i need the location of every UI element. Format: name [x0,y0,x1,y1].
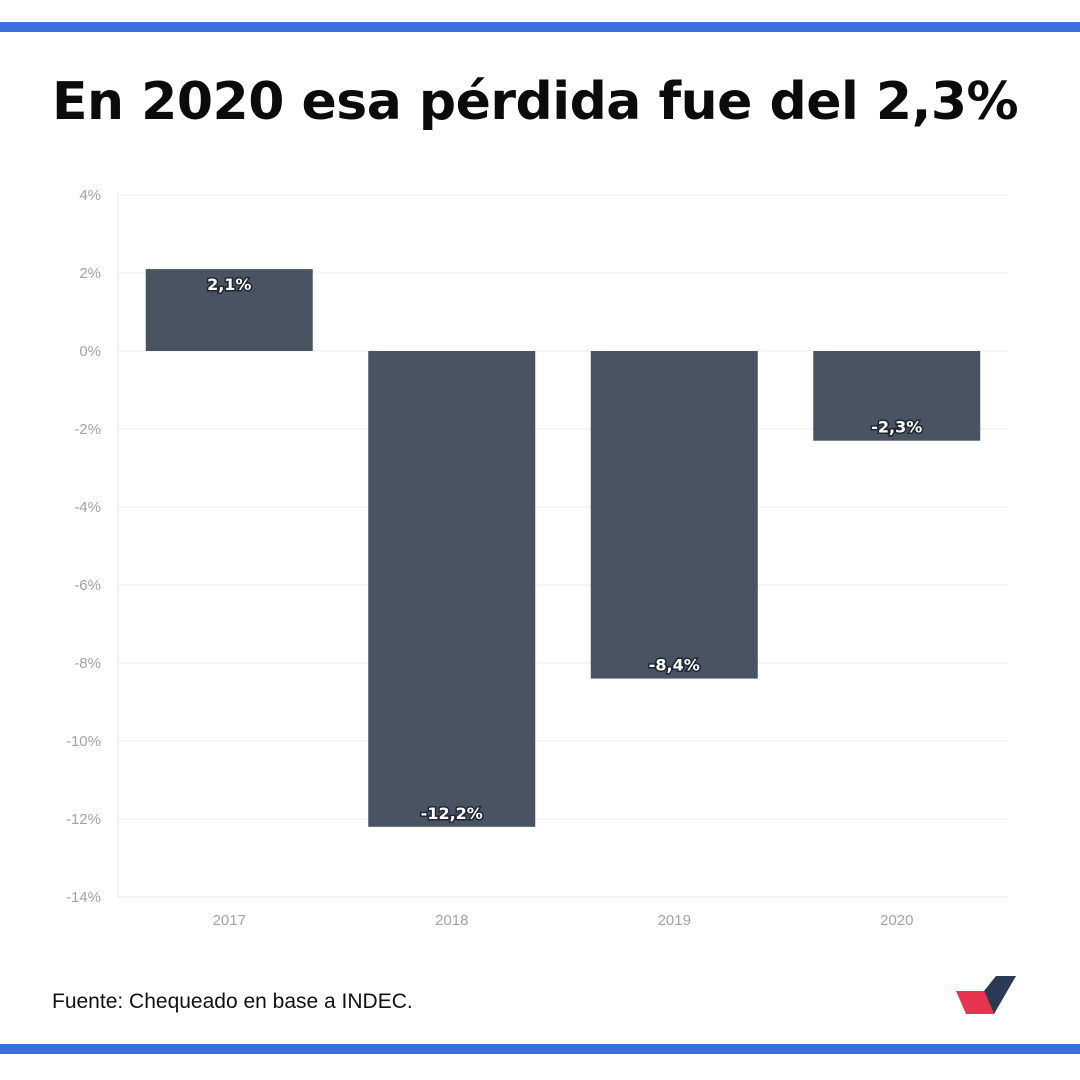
x-tick-label: 2019 [658,912,691,929]
bar-2020 [813,351,981,441]
page-title: En 2020 esa pérdida fue del 2,3% [52,72,1019,132]
x-tick-label: 2020 [880,912,913,929]
y-tick-label: -6% [74,577,101,594]
y-tick-label: -12% [66,811,101,828]
data-label: -12,2% [421,804,483,823]
bar-2019 [590,351,758,679]
top-accent-rule [0,22,1080,32]
x-tick-label: 2018 [435,912,468,929]
y-tick-label: -2% [74,421,101,438]
y-tick-label: -14% [66,889,101,906]
y-tick-label: 4% [79,187,101,204]
chequeado-logo-icon [956,976,1016,1014]
y-tick-label: -8% [74,655,101,672]
x-tick-label: 2017 [213,912,246,929]
y-tick-label: -10% [66,733,101,750]
bar-2018 [368,351,536,827]
source-note: Fuente: Chequeado en base a INDEC. [52,990,413,1013]
y-tick-label: 0% [79,343,101,360]
y-tick-label: 2% [79,265,101,282]
data-label: 2,1% [207,275,251,294]
y-tick-label: -4% [74,499,101,516]
bar-chart: 4% 2% 0% -2% -4% -6% -8% -10% -12% -14% 2017 2018 20… [66,187,1008,929]
bottom-accent-rule [0,1044,1080,1054]
bar-2017 [145,269,313,351]
data-label: -2,3% [871,418,922,437]
data-label: -8,4% [649,656,700,675]
